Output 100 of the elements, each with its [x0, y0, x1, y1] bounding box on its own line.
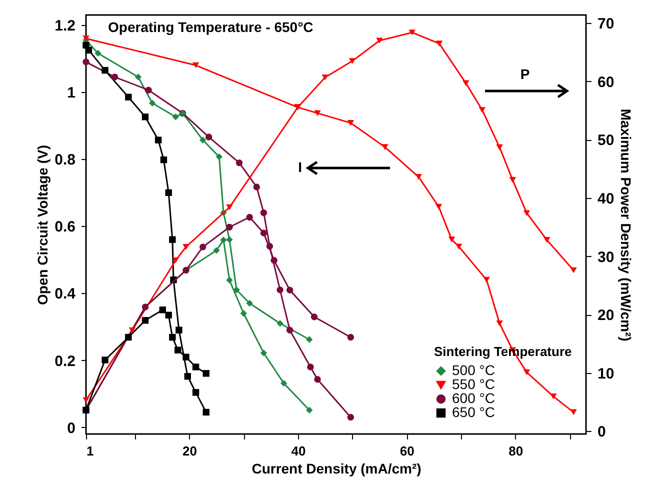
point	[570, 409, 577, 416]
point	[182, 244, 190, 250]
point	[276, 286, 284, 294]
point	[523, 210, 530, 216]
point	[483, 276, 490, 283]
y2-tick-label: 40	[598, 190, 614, 208]
point	[128, 327, 136, 334]
x-tick-label: 40	[291, 444, 306, 458]
point	[435, 204, 442, 210]
y2-tick-label: 20	[598, 307, 614, 324]
point	[310, 314, 318, 320]
point	[286, 326, 294, 334]
point	[159, 306, 166, 314]
point	[376, 38, 383, 44]
point	[202, 370, 210, 377]
point	[82, 397, 90, 404]
point	[176, 326, 182, 334]
point	[462, 80, 470, 86]
point	[436, 40, 443, 46]
point	[165, 312, 172, 318]
point	[172, 257, 180, 264]
point	[160, 156, 168, 164]
y-tick-label: 1.2	[54, 18, 76, 35]
y-tick-label: 1	[67, 84, 76, 102]
point	[154, 136, 162, 144]
y-axis-title: Open Circuit Voltage (V)	[34, 145, 51, 305]
point	[496, 320, 503, 326]
y-tick-label: 0.4	[54, 286, 76, 303]
y2-tick-label: 0	[598, 424, 606, 441]
point	[216, 153, 223, 160]
point	[509, 177, 516, 183]
legend-label: 650 °C	[452, 404, 495, 420]
y-tick-label: 0	[67, 420, 76, 437]
legend-label: 500 °C	[452, 362, 495, 378]
y2-axis-title: Maximum Power Density (mW/cm²)	[618, 108, 634, 342]
point	[306, 406, 313, 414]
point	[169, 236, 176, 243]
y2-tick-label: 50	[598, 132, 614, 150]
point	[347, 414, 354, 421]
annotation: P	[520, 66, 530, 82]
point	[199, 244, 206, 250]
point	[102, 66, 108, 74]
point	[174, 346, 182, 354]
point	[226, 236, 233, 243]
point	[142, 317, 149, 324]
point	[306, 336, 313, 343]
point	[236, 159, 243, 166]
point	[314, 376, 321, 383]
point	[85, 46, 92, 54]
point	[314, 110, 321, 116]
annotation: I	[298, 159, 302, 175]
x-tick-label: 1	[86, 444, 94, 458]
point	[286, 286, 294, 294]
point	[347, 120, 354, 126]
point	[226, 204, 233, 210]
point	[347, 334, 354, 341]
y2-tick-label: 30	[598, 248, 614, 266]
point	[478, 107, 486, 113]
point	[213, 247, 220, 254]
point	[550, 394, 557, 400]
point	[220, 236, 227, 244]
point	[165, 189, 172, 196]
point	[192, 364, 200, 370]
point	[415, 174, 422, 180]
point	[260, 209, 268, 216]
point	[253, 184, 260, 190]
point	[348, 58, 356, 64]
point	[182, 354, 190, 360]
point	[172, 114, 180, 120]
point	[455, 244, 462, 250]
point	[205, 134, 212, 140]
point	[192, 62, 200, 68]
point	[570, 267, 577, 274]
point	[202, 408, 210, 416]
point	[102, 356, 108, 364]
point	[382, 144, 388, 150]
point	[169, 334, 176, 341]
point	[448, 236, 456, 242]
point	[125, 94, 132, 100]
legend-label: 550 °C	[452, 376, 495, 392]
point	[270, 256, 278, 264]
point	[260, 230, 268, 236]
point	[246, 214, 253, 221]
point	[544, 237, 550, 243]
x-axis-title: Current Density (mA/cm²)	[252, 460, 422, 476]
point	[142, 114, 149, 120]
y2-tick-label: 10	[598, 365, 614, 382]
x-tick-label: 60	[400, 444, 414, 458]
y-tick-label: 0.6	[54, 218, 76, 236]
point	[523, 369, 530, 376]
annotation: Operating Temperature - 650°C	[108, 19, 314, 35]
point	[184, 372, 191, 380]
point	[82, 58, 90, 66]
point	[260, 350, 268, 356]
point	[246, 300, 253, 307]
point	[192, 389, 200, 396]
legend-label: 600 °C	[452, 390, 495, 406]
point	[226, 224, 233, 230]
point	[322, 74, 328, 80]
point	[148, 100, 156, 107]
